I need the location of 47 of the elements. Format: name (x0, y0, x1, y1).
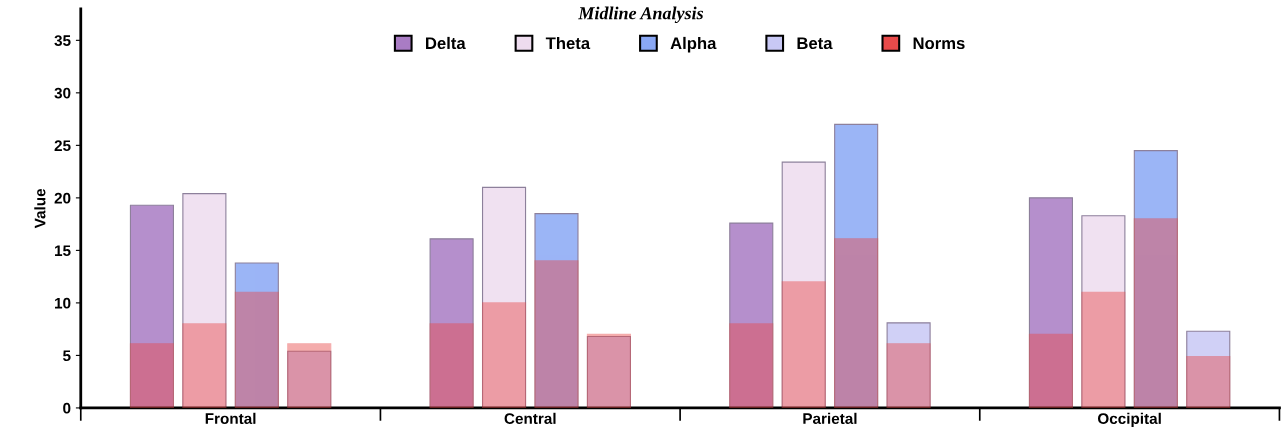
bar (1081, 291, 1126, 408)
bar (781, 161, 826, 408)
legend-label: Delta (426, 36, 466, 50)
bar (234, 262, 279, 408)
bar (1133, 218, 1178, 408)
bar (182, 193, 227, 408)
bar (886, 343, 931, 408)
y-tick-label: 35 (54, 35, 71, 47)
y-tick-label: 5 (63, 350, 71, 362)
bar (834, 123, 879, 408)
bar (1028, 197, 1073, 408)
bar (729, 222, 774, 408)
bar (429, 323, 474, 408)
x-tick-label: Occipital (1097, 412, 1161, 428)
legend-label: Norms (913, 37, 965, 50)
bar (129, 204, 174, 408)
chart-title: Midline Analysis (578, 6, 704, 24)
bar (781, 281, 826, 408)
x-tick-label: Frontal (205, 412, 256, 425)
bar (834, 238, 879, 408)
bar (129, 343, 174, 408)
y-tick-label: 10 (55, 297, 71, 309)
y-axis-title: Value (34, 188, 46, 229)
legend-label: Alpha (670, 36, 717, 53)
legend-label: Beta (797, 37, 833, 50)
y-tick-label: 20 (54, 192, 71, 204)
x-tick-label: Parietal (803, 412, 857, 425)
bar (481, 186, 527, 408)
bar (1081, 215, 1126, 408)
bar (234, 291, 279, 408)
y-tick-label: 25 (54, 140, 71, 152)
y-tick-label: 0 (63, 402, 71, 414)
bar (886, 322, 931, 408)
bar (534, 213, 579, 408)
bar (481, 302, 527, 408)
bar (1028, 333, 1073, 408)
legend-label: Theta (545, 36, 591, 50)
bar (429, 238, 474, 408)
bar (729, 323, 774, 408)
bar (534, 260, 579, 408)
bar (182, 323, 227, 408)
x-tick-label: Central (504, 412, 556, 425)
y-tick-label: 15 (55, 245, 71, 257)
y-tick-label: 30 (54, 87, 71, 99)
bar (1186, 355, 1231, 408)
bar (1133, 150, 1178, 408)
bar (1186, 330, 1231, 408)
